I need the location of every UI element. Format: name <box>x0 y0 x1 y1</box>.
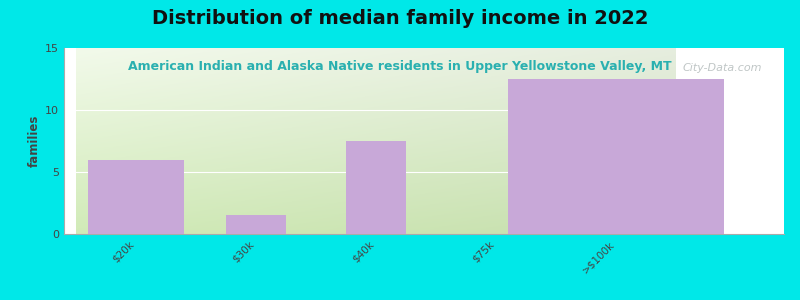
Bar <box>346 141 406 234</box>
Bar <box>226 215 286 234</box>
Text: City-Data.com: City-Data.com <box>683 63 762 73</box>
Bar <box>508 79 724 234</box>
Text: Distribution of median family income in 2022: Distribution of median family income in … <box>152 9 648 28</box>
Bar <box>88 160 184 234</box>
Text: American Indian and Alaska Native residents in Upper Yellowstone Valley, MT: American Indian and Alaska Native reside… <box>128 60 672 73</box>
Y-axis label: families: families <box>28 115 41 167</box>
